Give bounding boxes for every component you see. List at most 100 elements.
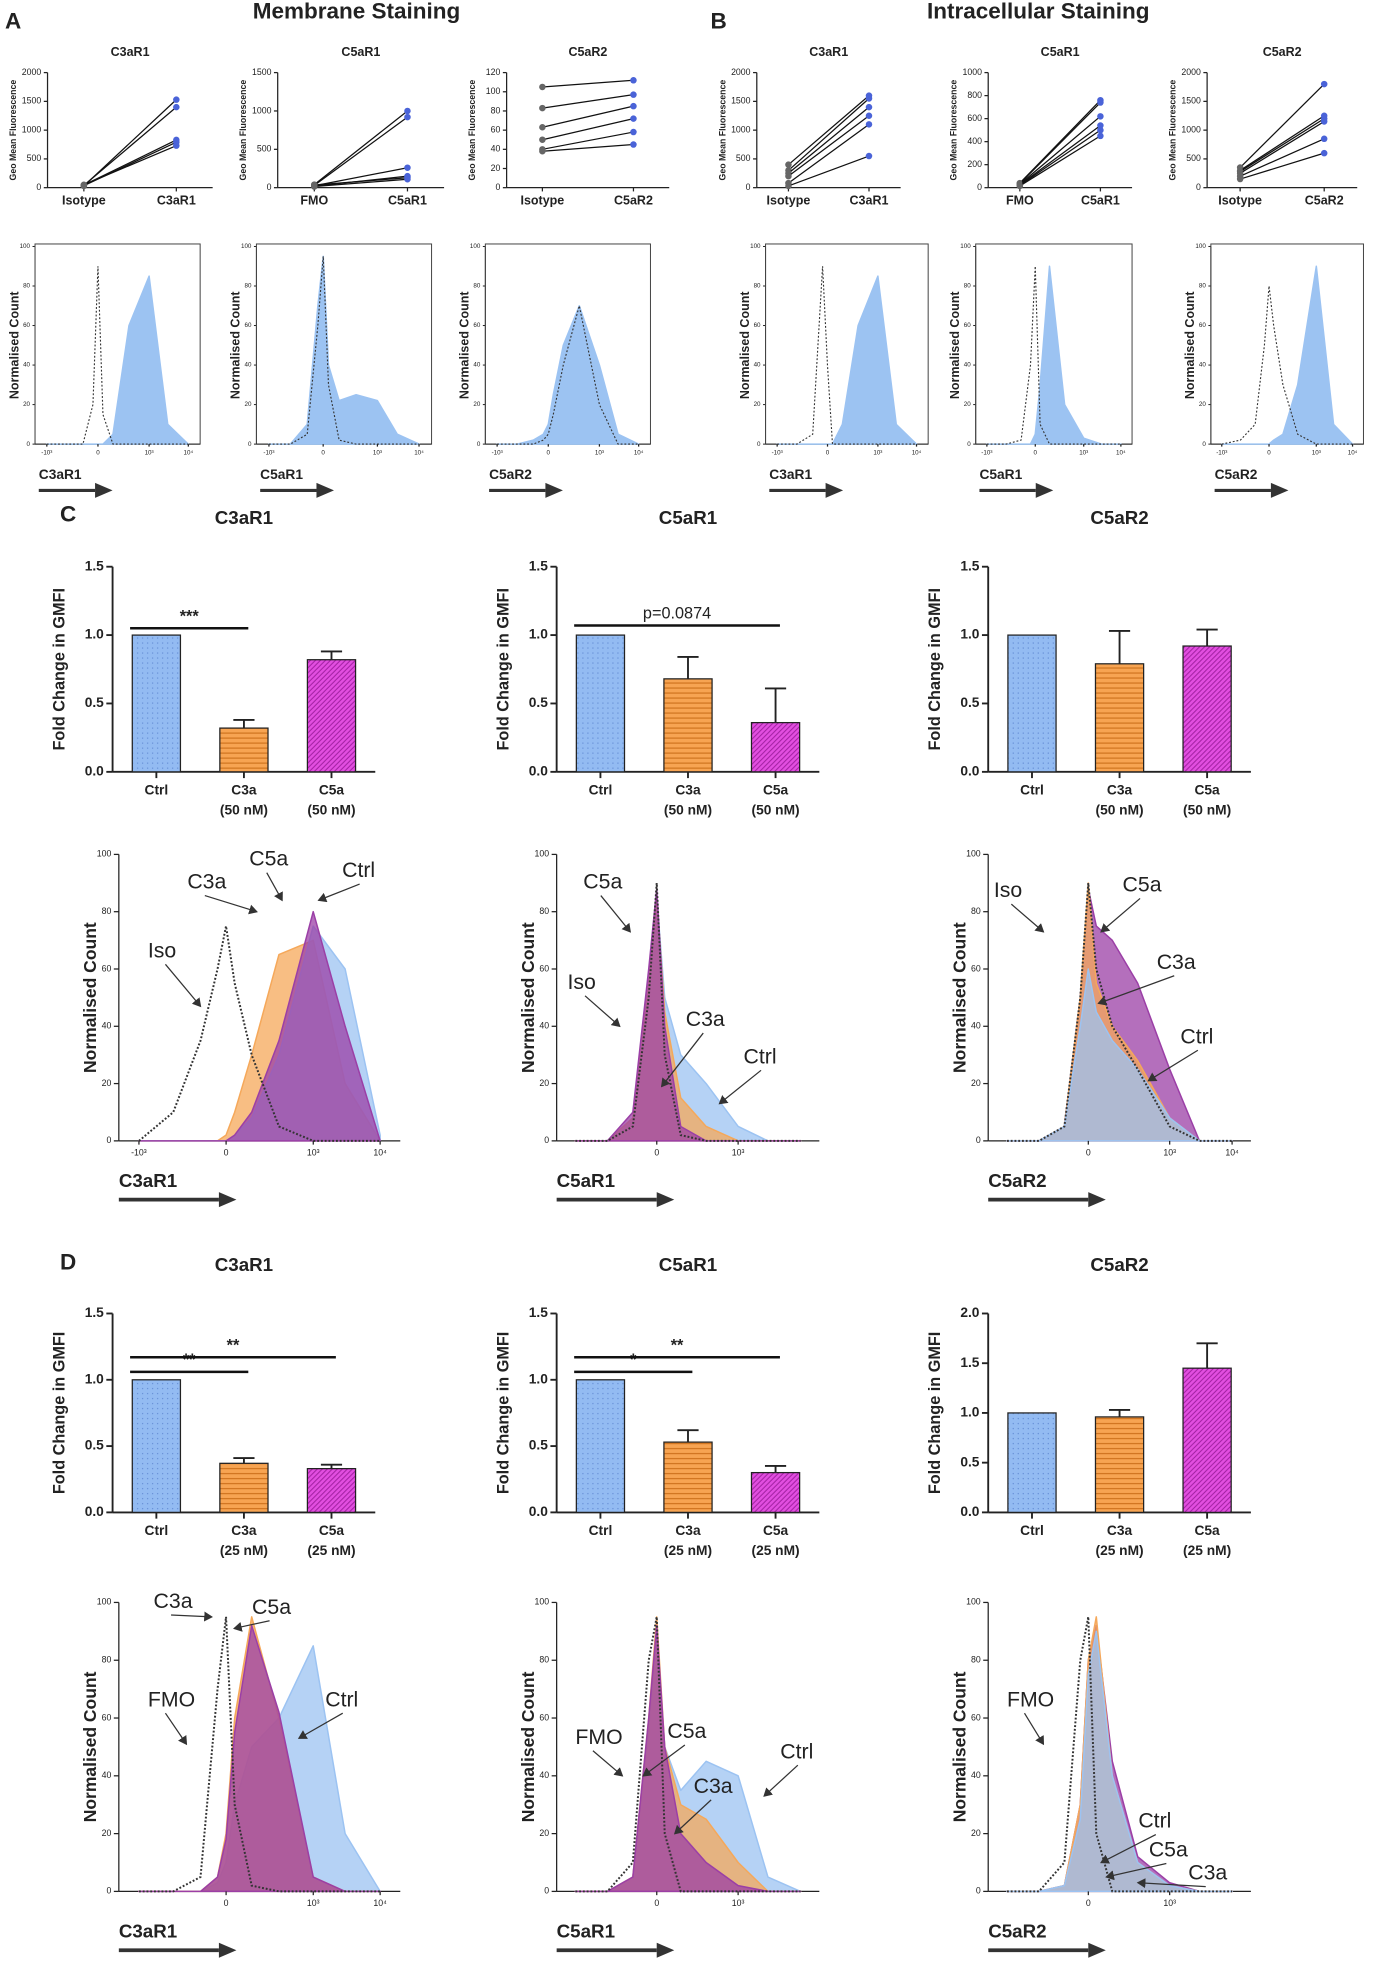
pair-line bbox=[1239, 118, 1325, 173]
data-point bbox=[1097, 122, 1104, 129]
x-tick-label: C3aR1 bbox=[850, 194, 889, 208]
data-point bbox=[404, 164, 411, 171]
y-tick-label: 100 bbox=[750, 243, 761, 250]
series-label: C3a bbox=[1157, 950, 1196, 974]
axis-arrow-head bbox=[656, 1192, 675, 1208]
y-tick-label: 100 bbox=[470, 243, 481, 250]
data-point bbox=[1320, 118, 1328, 125]
pair-line bbox=[1239, 83, 1325, 168]
series-label: Iso bbox=[568, 970, 596, 994]
y-tick-label: 200 bbox=[967, 159, 982, 169]
x-tick-label: C5aR1 bbox=[388, 194, 427, 208]
series-label: Ctrl bbox=[1180, 1024, 1213, 1048]
y-tick-label: 0 bbox=[248, 441, 252, 448]
x-tick-label: 0 bbox=[654, 1148, 659, 1158]
y-tick-label: 0 bbox=[757, 441, 761, 448]
bar bbox=[750, 1471, 801, 1514]
x-tick-label: -10³ bbox=[131, 1148, 147, 1158]
y-tick-label: 1.5 bbox=[960, 558, 979, 573]
data-point bbox=[1097, 99, 1104, 106]
y-tick-label: 40 bbox=[1199, 362, 1206, 369]
x-axis-label: C3aR1 bbox=[39, 467, 82, 482]
x-tick-label: C5a (25 nM) bbox=[751, 1523, 799, 1558]
series-label: C3a bbox=[694, 1774, 733, 1798]
series-label: Iso bbox=[148, 938, 176, 962]
histogram-line bbox=[1006, 882, 1233, 1142]
data-point bbox=[865, 152, 873, 160]
y-tick-label: 0 bbox=[36, 182, 41, 192]
y-tick-label: 80 bbox=[754, 283, 761, 290]
x-tick-label: FMO bbox=[300, 194, 328, 208]
label-arrow bbox=[592, 1750, 624, 1777]
histogram-line bbox=[575, 882, 801, 1142]
series-label: C5a bbox=[1123, 873, 1162, 897]
data-point bbox=[1097, 113, 1104, 120]
y-tick-label: 20 bbox=[102, 1828, 112, 1838]
data-point bbox=[865, 103, 873, 111]
histogram-line bbox=[46, 266, 189, 445]
y-tick-label: 0 bbox=[495, 182, 500, 192]
data-point bbox=[539, 136, 546, 143]
y-tick-label: 80 bbox=[964, 283, 971, 290]
x-axis-label: C3aR1 bbox=[119, 1921, 177, 1942]
x-tick-label: C5a (50 nM) bbox=[751, 782, 799, 817]
chart-title: C3aR1 bbox=[215, 1254, 273, 1275]
y-tick-label: 20 bbox=[964, 401, 971, 408]
y-tick-label: 40 bbox=[539, 1770, 549, 1780]
y-tick-label: 500 bbox=[257, 144, 272, 154]
x-tick-label: Ctrl bbox=[145, 782, 169, 797]
data-point bbox=[173, 96, 180, 103]
y-tick-label: 40 bbox=[971, 1770, 981, 1780]
y-tick-label: 1.0 bbox=[529, 1371, 548, 1386]
y-tick-label: 40 bbox=[491, 144, 501, 154]
y-axis-label: Normalised Count bbox=[229, 291, 243, 399]
label-arrow bbox=[266, 872, 283, 902]
y-tick-label: 20 bbox=[102, 1078, 112, 1088]
x-tick-label: 0 bbox=[1086, 1148, 1091, 1158]
y-tick-label: 80 bbox=[102, 906, 112, 916]
y-tick-label: 60 bbox=[102, 1712, 112, 1722]
label-arrow bbox=[1010, 903, 1045, 933]
y-tick-label: 20 bbox=[971, 1078, 981, 1088]
axis-arrow-head bbox=[95, 482, 113, 498]
y-tick-label: 100 bbox=[1195, 243, 1206, 250]
pair-line bbox=[83, 106, 177, 186]
y-tick-label: 100 bbox=[535, 849, 550, 859]
x-tick-label: C3aR1 bbox=[157, 194, 196, 208]
y-tick-label: 1.0 bbox=[960, 1405, 979, 1420]
x-tick-label: Ctrl bbox=[589, 1523, 613, 1538]
y-tick-label: 100 bbox=[97, 1597, 112, 1607]
x-tick-label: 0 bbox=[547, 450, 551, 457]
pair-line bbox=[1019, 102, 1101, 185]
histogram-area bbox=[1006, 1630, 1233, 1893]
series-label: C3a bbox=[686, 1007, 725, 1031]
pair-line bbox=[542, 143, 634, 152]
pair-line bbox=[314, 177, 408, 186]
x-tick-label: 10⁴ bbox=[373, 1898, 387, 1908]
y-tick-label: 60 bbox=[23, 322, 30, 329]
y-tick-label: 1.5 bbox=[85, 558, 104, 573]
y-axis-label: Geo Mean Fluorescence bbox=[949, 80, 959, 181]
x-tick-label: 0 bbox=[321, 450, 325, 457]
data-point bbox=[404, 107, 411, 115]
chart-title: C3aR1 bbox=[809, 45, 848, 59]
axis-arrow-head bbox=[218, 1942, 237, 1958]
y-tick-label: 0 bbox=[1196, 182, 1201, 192]
y-tick-label: 0.5 bbox=[529, 1438, 548, 1453]
x-axis-label: C5aR1 bbox=[979, 467, 1022, 482]
label-arrow bbox=[164, 1712, 188, 1746]
chart-title: C5aR1 bbox=[341, 45, 380, 59]
bar bbox=[1094, 663, 1145, 773]
histogram-area bbox=[1220, 265, 1354, 445]
data-point bbox=[1236, 175, 1244, 183]
y-tick-label: 20 bbox=[754, 401, 761, 408]
label-arrow bbox=[1105, 1862, 1167, 1881]
axis-arrow-head bbox=[545, 482, 563, 498]
label-arrow bbox=[660, 1032, 704, 1088]
label-arrow bbox=[164, 963, 202, 1008]
plot-frame bbox=[1210, 243, 1364, 445]
y-tick-label: 0.0 bbox=[960, 1504, 979, 1519]
x-tick-label: 10³ bbox=[595, 450, 604, 457]
bar bbox=[575, 634, 626, 773]
